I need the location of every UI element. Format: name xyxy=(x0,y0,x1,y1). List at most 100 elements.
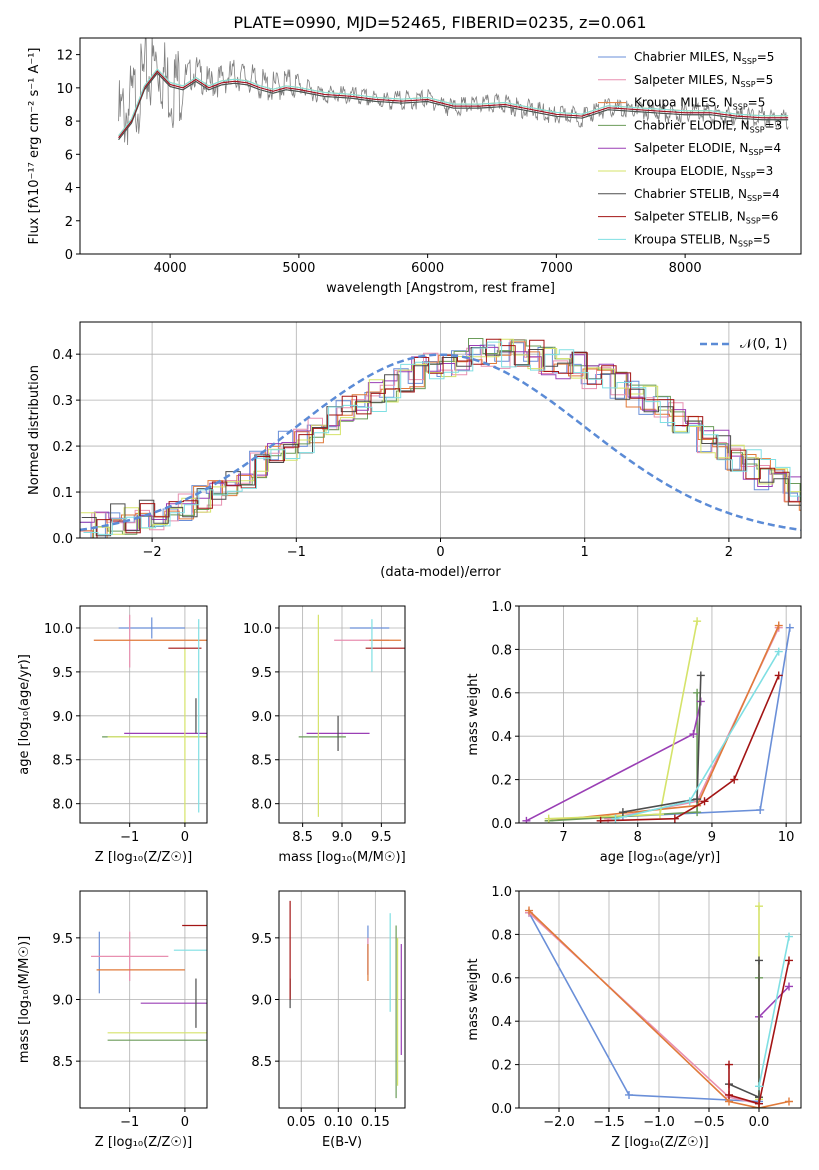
axes-frame xyxy=(518,890,802,1109)
x-tick-label: 2 xyxy=(725,545,733,560)
plot-area xyxy=(289,900,402,1099)
x-axis-label: age [log₁₀(age/yr)] xyxy=(600,850,721,865)
x-tick-label: 5000 xyxy=(282,261,315,276)
axes-frame xyxy=(79,605,208,824)
mass-weight-line xyxy=(548,692,698,822)
data-marker xyxy=(522,816,531,823)
mass-weight-line xyxy=(758,985,790,1018)
axes-frame xyxy=(79,37,802,255)
legend-suffix: =3 xyxy=(765,118,783,132)
legend-label: Kroupa ELODIE, NSSP=3 xyxy=(634,164,773,180)
x-tick-label: −0.5 xyxy=(693,1115,725,1130)
x-axis-label: E(B-V) xyxy=(322,1135,362,1150)
x-tick-label: 8000 xyxy=(669,261,702,276)
mass-weight-line xyxy=(528,912,760,1105)
legend-suffix: =5 xyxy=(757,50,775,64)
data-marker xyxy=(685,797,694,806)
legend-label: Chabrier STELIB, NSSP=4 xyxy=(634,187,780,203)
data-marker xyxy=(730,775,739,784)
plot-area xyxy=(118,38,789,146)
y-tick-label: 4 xyxy=(65,182,73,197)
legend-subscript: SSP xyxy=(750,125,765,134)
mass-weight-line xyxy=(728,960,760,1099)
axes-frame xyxy=(518,605,802,824)
x-tick-label: 0 xyxy=(436,545,444,560)
legend-label: Kroupa MILES, NSSP=5 xyxy=(634,96,765,112)
y-tick-label: 0.8 xyxy=(491,643,512,658)
x-tick-label: 0 xyxy=(181,1115,189,1130)
data-marker xyxy=(785,623,794,632)
y-tick-label: 0.0 xyxy=(491,1102,512,1117)
gaussian-curve xyxy=(80,353,801,532)
x-tick-label: 7 xyxy=(559,830,567,845)
y-tick-label: 0.1 xyxy=(52,486,73,501)
data-marker xyxy=(696,671,705,680)
legend-label: Kroupa STELIB, NSSP=5 xyxy=(634,232,771,248)
data-marker xyxy=(525,906,533,915)
y-tick-label: 0.6 xyxy=(491,687,512,702)
model-spectrum-line xyxy=(118,70,789,139)
model-spectrum-line xyxy=(118,68,789,137)
y-axis-label: age [log₁₀(age/yr)] xyxy=(17,654,32,775)
legend-suffix: =5 xyxy=(756,73,774,87)
y-axis-label: Normed distribution xyxy=(27,365,42,495)
x-axis-label: Z [log₁₀(Z/Z☉)] xyxy=(95,1135,192,1150)
y-tick-label: 8.5 xyxy=(251,1055,272,1070)
data-marker xyxy=(689,730,698,739)
x-axis-label: Z [log₁₀(Z/Z☉)] xyxy=(95,850,192,865)
legend-label: 𝒩(0, 1) xyxy=(740,337,787,352)
plot-area xyxy=(91,924,207,1041)
y-tick-label: 0.4 xyxy=(491,730,512,745)
x-tick-label: 9.5 xyxy=(371,830,392,845)
plot-area xyxy=(525,902,793,1108)
y-tick-label: 9.0 xyxy=(251,710,272,725)
y-tick-label: 0.8 xyxy=(491,928,512,943)
data-marker xyxy=(725,1090,733,1099)
histogram-step xyxy=(80,339,801,532)
data-marker xyxy=(625,1090,633,1099)
data-marker xyxy=(785,1097,793,1106)
plot-area xyxy=(80,338,801,538)
x-tick-label: 0.0 xyxy=(749,1115,770,1130)
x-axis-label: Z [log₁₀(Z/Z☉)] xyxy=(611,1135,708,1150)
plot-layer: Chabrier MILES, NSSP=5 Salpeter MILES, NS… xyxy=(17,37,802,1150)
legend-subscript: SSP xyxy=(741,171,756,180)
data-marker xyxy=(774,647,783,656)
x-tick-label: 8 xyxy=(634,830,642,845)
data-marker xyxy=(755,1082,763,1091)
x-tick-label: 0.15 xyxy=(361,1115,390,1130)
legend-label: Chabrier ELODIE, NSSP=3 xyxy=(634,118,782,134)
histogram-step xyxy=(80,341,801,538)
y-tick-label: 0 xyxy=(65,248,73,263)
y-tick-label: 10.0 xyxy=(243,622,272,637)
x-tick-label: −1.5 xyxy=(593,1115,625,1130)
data-marker xyxy=(544,814,553,823)
mass-weight-line xyxy=(607,627,780,820)
data-marker xyxy=(774,671,783,680)
data-marker xyxy=(725,1060,733,1069)
data-marker xyxy=(656,810,664,819)
x-tick-label: −1 xyxy=(287,545,306,560)
x-axis-label: wavelength [Angstrom, rest frame] xyxy=(326,281,555,296)
plot-area xyxy=(522,617,794,823)
data-marker xyxy=(596,816,605,823)
legend-subscript: SSP xyxy=(733,103,748,112)
legend-suffix: =5 xyxy=(748,96,766,110)
mass-weight-line xyxy=(528,912,760,1103)
x-axis-label: mass [log₁₀(M/M☉)] xyxy=(278,850,405,865)
y-axis-label: mass weight xyxy=(466,958,481,1040)
y-tick-label: 0.2 xyxy=(491,1059,512,1074)
data-marker xyxy=(785,932,793,941)
mass-weight-line xyxy=(528,909,790,1108)
chart-residuals: 𝒩(0, 1) −2 −1 0 1 2 0.0 0.1 0.2 0.3 0.4 (data-model… xyxy=(27,321,802,580)
chart-mass_vs_ebv: 0.05 0.10 0.15 8.5 9.0 9.5 E(B-V) xyxy=(251,890,406,1150)
y-tick-label: 8 xyxy=(65,115,73,130)
histogram-step xyxy=(80,345,801,531)
data-marker xyxy=(693,795,702,804)
x-tick-label: −1.0 xyxy=(643,1115,675,1130)
legend-subscript: SSP xyxy=(747,194,762,203)
chart-massweight_vs_Z: −2.0 −1.5 −1.0 −0.5 0.0 0.0 0.2 0.4 0.6 0.8 1.0 Z [… xyxy=(466,885,802,1150)
plot-area xyxy=(298,614,405,817)
legend-label: Salpeter ELODIE, NSSP=4 xyxy=(634,141,781,157)
y-tick-label: 9.5 xyxy=(251,666,272,681)
